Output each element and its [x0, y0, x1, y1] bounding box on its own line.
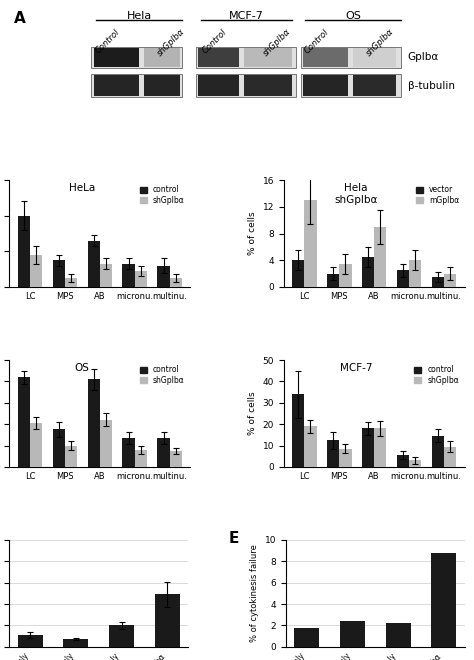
Text: MCF-7: MCF-7	[340, 363, 373, 374]
Bar	[91, 47, 182, 68]
Bar	[301, 47, 401, 68]
Bar	[374, 428, 386, 467]
Legend: control, shGpIbα: control, shGpIbα	[413, 364, 461, 387]
Bar	[304, 200, 317, 287]
Text: GpIbα: GpIbα	[408, 53, 439, 63]
Bar	[303, 48, 348, 67]
Bar	[157, 438, 170, 467]
Bar	[100, 264, 112, 287]
Bar	[122, 264, 135, 287]
Bar	[157, 265, 170, 287]
Bar	[198, 75, 239, 96]
Bar	[94, 75, 139, 96]
Bar	[244, 75, 292, 96]
Bar	[304, 426, 317, 467]
Bar	[397, 455, 409, 467]
Bar	[18, 377, 30, 467]
Bar	[18, 635, 43, 647]
Bar	[444, 274, 456, 287]
Bar	[327, 440, 339, 467]
Bar	[397, 270, 409, 287]
Y-axis label: % of cytokinesis failure: % of cytokinesis failure	[250, 544, 259, 642]
Text: A: A	[14, 11, 26, 26]
Text: shGpIbα: shGpIbα	[365, 27, 395, 58]
Bar	[196, 74, 296, 97]
Bar	[65, 446, 77, 467]
Legend: control, shGpIbα: control, shGpIbα	[138, 364, 186, 387]
Bar	[155, 595, 180, 647]
Bar	[362, 257, 374, 287]
Text: β-tubulin: β-tubulin	[408, 81, 455, 90]
Text: shGpIbα: shGpIbα	[262, 27, 293, 58]
Bar	[409, 260, 421, 287]
Bar	[374, 227, 386, 287]
Bar	[244, 48, 292, 67]
Bar	[94, 48, 139, 67]
Bar	[362, 428, 374, 467]
Bar	[432, 277, 444, 287]
Bar	[91, 74, 182, 97]
Bar	[30, 255, 42, 287]
Legend: vector, mGpIbα: vector, mGpIbα	[414, 184, 461, 207]
Text: HeLa: HeLa	[69, 183, 95, 193]
Y-axis label: % of cells: % of cells	[248, 391, 257, 435]
Bar	[294, 628, 319, 647]
Text: Control: Control	[201, 27, 228, 55]
Bar	[339, 263, 352, 287]
Bar	[444, 447, 456, 467]
Bar	[122, 438, 135, 467]
Bar	[353, 75, 396, 96]
Bar	[198, 48, 239, 67]
Bar	[53, 260, 65, 287]
Bar	[144, 75, 180, 96]
Bar	[18, 216, 30, 287]
Bar	[170, 278, 182, 287]
Bar	[301, 74, 401, 97]
Bar	[339, 449, 352, 467]
Bar	[135, 449, 147, 467]
Bar	[100, 420, 112, 467]
Text: Hela
shGpIbα: Hela shGpIbα	[335, 183, 378, 205]
Bar	[144, 48, 180, 67]
Bar	[88, 241, 100, 287]
Y-axis label: % of cells: % of cells	[248, 212, 257, 255]
Text: Control: Control	[303, 27, 331, 55]
Bar	[431, 553, 456, 647]
Text: shGpIbα: shGpIbα	[155, 27, 186, 58]
Text: MCF-7: MCF-7	[228, 11, 264, 21]
Bar	[30, 423, 42, 467]
Bar	[327, 274, 339, 287]
Bar	[292, 394, 304, 467]
Bar	[340, 621, 365, 647]
Text: Hela: Hela	[127, 11, 152, 21]
Text: E: E	[229, 531, 239, 546]
Bar	[64, 639, 89, 647]
Bar	[109, 626, 134, 647]
Bar	[432, 436, 444, 467]
Bar	[88, 379, 100, 467]
Text: OS: OS	[74, 363, 89, 374]
Bar	[385, 623, 410, 647]
Bar	[65, 278, 77, 287]
Legend: control, shGpIbα: control, shGpIbα	[138, 184, 186, 207]
Bar	[135, 271, 147, 287]
Bar	[196, 47, 296, 68]
Text: OS: OS	[345, 11, 361, 21]
Bar	[170, 451, 182, 467]
Bar	[53, 430, 65, 467]
Text: Control: Control	[94, 27, 122, 55]
Bar	[409, 461, 421, 467]
Bar	[292, 260, 304, 287]
Bar	[303, 75, 348, 96]
Bar	[353, 48, 396, 67]
